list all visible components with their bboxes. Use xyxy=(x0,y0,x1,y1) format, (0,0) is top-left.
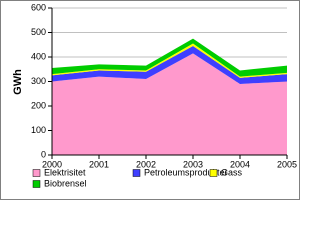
area xyxy=(52,43,287,78)
x-tick-label: 2002 xyxy=(136,159,156,169)
legend-swatch xyxy=(209,169,218,177)
x-tick-label: 2005 xyxy=(277,159,297,169)
y-tick-label: 400 xyxy=(31,51,46,61)
y-axis-label: GWh xyxy=(12,69,24,95)
y-tick-label: 0 xyxy=(41,149,46,159)
legend-swatch xyxy=(32,180,41,188)
legend-swatch xyxy=(132,169,141,177)
y-tick-label: 300 xyxy=(31,76,46,86)
x-tick-label: 2003 xyxy=(183,159,203,169)
y-tick-label: 100 xyxy=(31,125,46,135)
y-tick-label: 500 xyxy=(31,27,46,37)
legend-label: Biobrensel xyxy=(44,178,87,188)
y-tick-label: 200 xyxy=(31,100,46,110)
area xyxy=(52,45,287,84)
area xyxy=(52,53,287,156)
x-tick-label: 2001 xyxy=(89,159,109,169)
y-tick-label: 600 xyxy=(31,2,46,12)
x-tick-label: 2004 xyxy=(230,159,250,169)
legend-label: Gass xyxy=(221,167,243,177)
chart: GWh 0 100 200 300 400 500 600 2000 2001 2002 2003 2… xyxy=(0,0,300,200)
legend-label: Elektrisitet xyxy=(44,167,86,177)
area xyxy=(52,38,287,77)
legend-swatch xyxy=(32,169,41,177)
legend-label: Petroleumsprodukter xyxy=(144,167,228,177)
x-tick-label: 2000 xyxy=(42,159,62,169)
